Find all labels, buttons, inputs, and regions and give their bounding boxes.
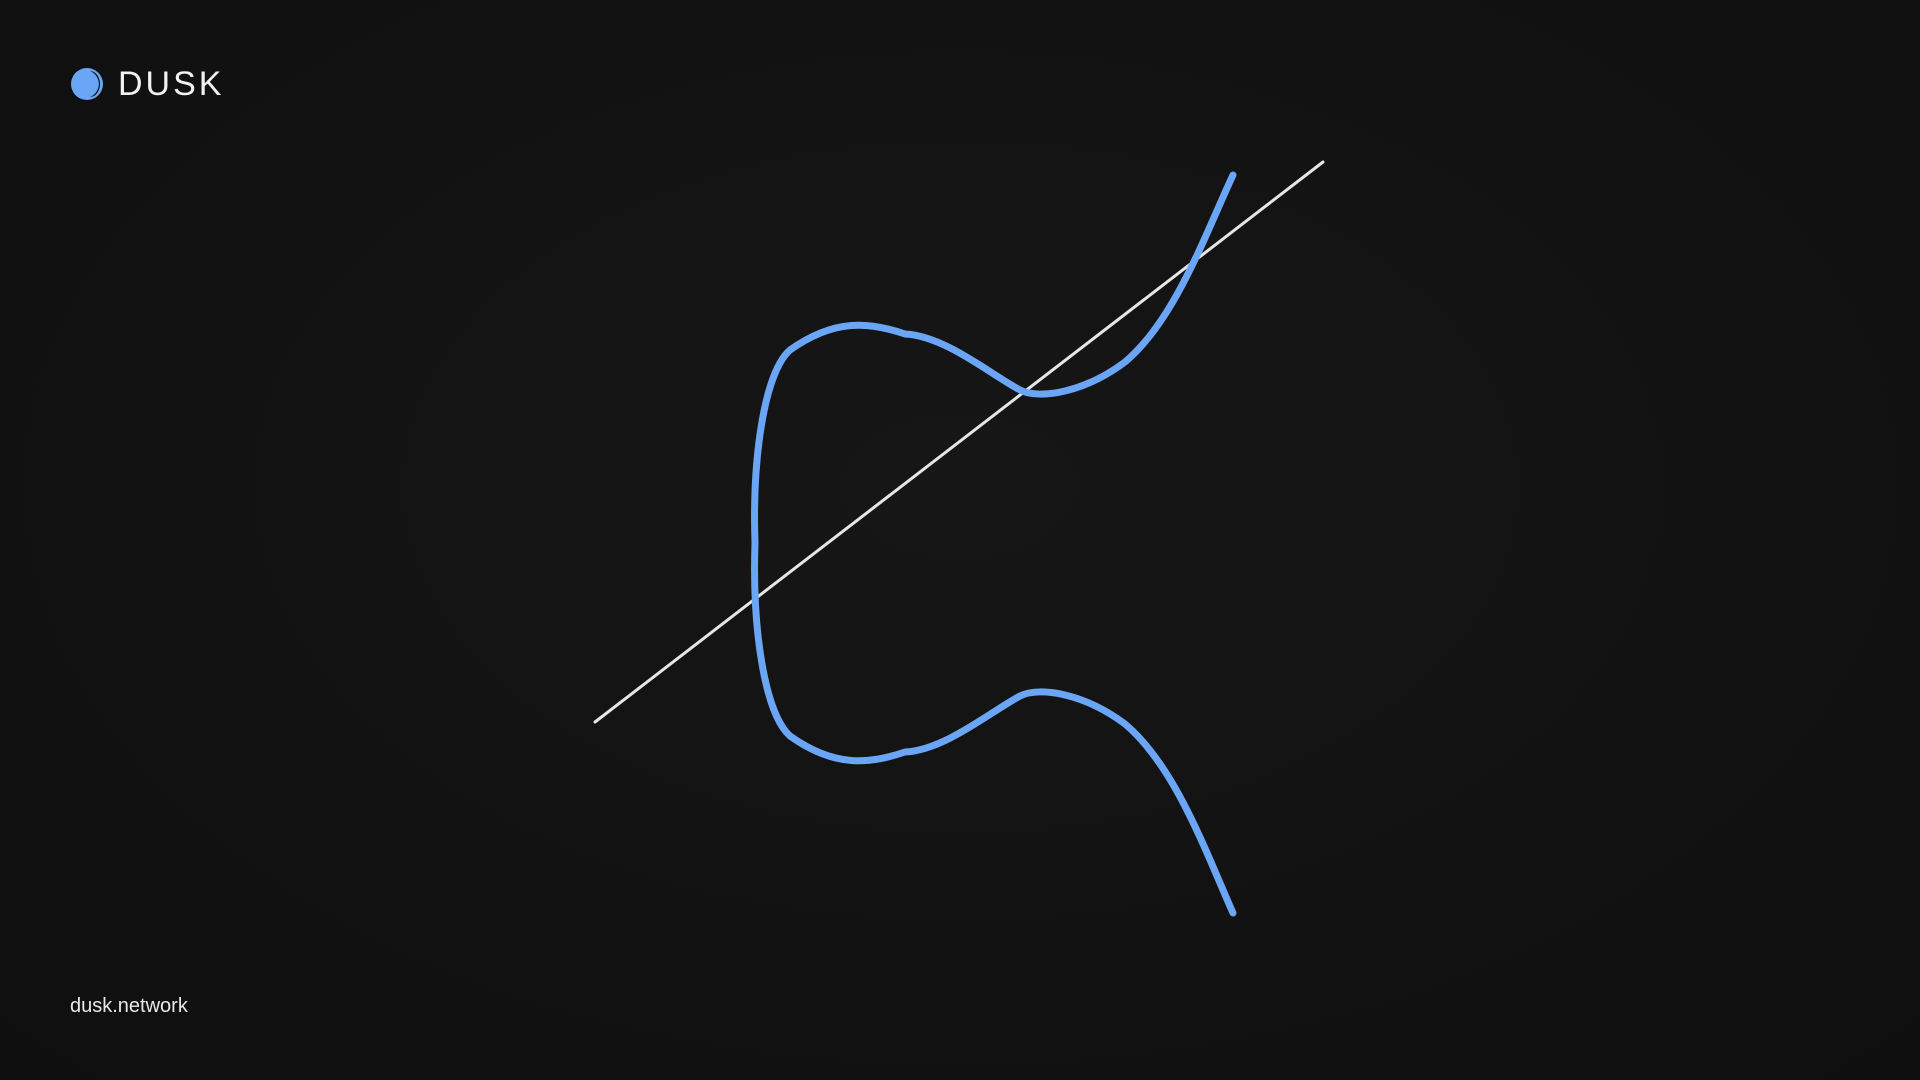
- brand-name: DUSK: [118, 65, 225, 103]
- brand-logo: DUSK: [70, 66, 224, 102]
- secant-line: [593, 160, 1325, 724]
- website-url[interactable]: dusk.network: [70, 995, 188, 1017]
- half-moon-icon: [71, 68, 103, 100]
- elliptic-curve: [751, 171, 1237, 917]
